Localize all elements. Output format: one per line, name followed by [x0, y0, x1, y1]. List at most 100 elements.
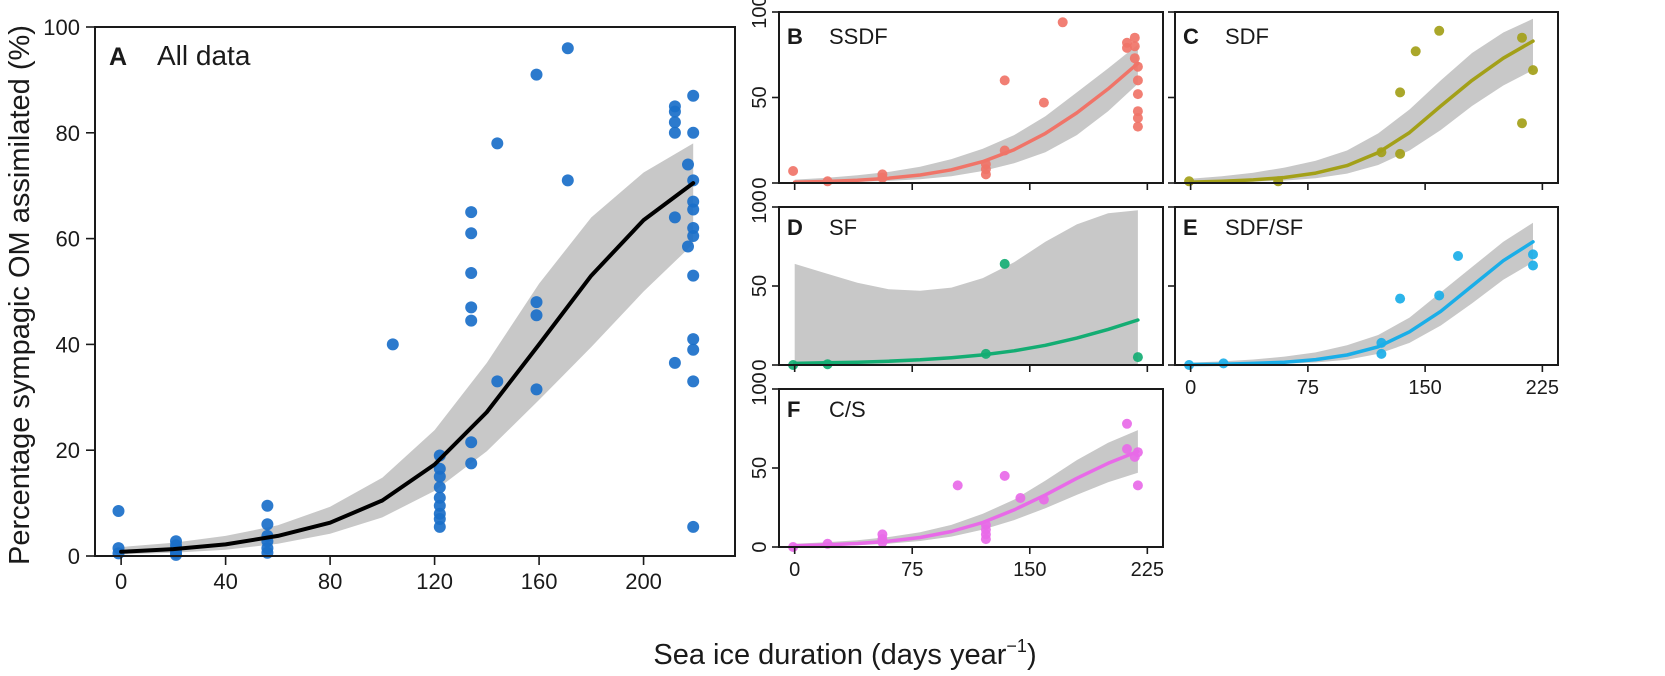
data-point [561, 174, 574, 187]
data-point [1132, 113, 1143, 123]
fit-line [119, 181, 696, 554]
y-tick-label: 50 [749, 457, 771, 479]
panel-a: 0 40 80 120 160 200 0 20 40 60 80 100 A All data [43, 15, 736, 594]
data-point [1434, 290, 1445, 301]
data-point [530, 296, 543, 309]
x-tick-label: 40 [213, 569, 237, 594]
y-tick-label: 40 [56, 332, 80, 357]
x-tick-label: 0 [115, 569, 127, 594]
x-axis-label-close: ) [1027, 639, 1037, 671]
data-point [1132, 480, 1143, 491]
panel-f: 0 75 150 225 0 50 100 F C/S [749, 372, 1164, 581]
data-point [1434, 25, 1445, 36]
panel-letter: D [787, 215, 803, 240]
panel-letter: F [787, 397, 800, 422]
y-axis-label: Percentage sympagic OM assimilated (%) [4, 25, 36, 565]
x-tick-label: 150 [1013, 559, 1046, 581]
x-tick-label: 80 [318, 569, 342, 594]
data-point [465, 206, 478, 219]
y-tick-label: 0 [749, 177, 771, 188]
x-tick-label: 120 [416, 569, 453, 594]
panel-e: 0 75 150 225 E SDF/SF [1168, 206, 1559, 399]
data-point [1122, 418, 1132, 429]
panel-title: C/S [829, 397, 866, 422]
x-tick-label: 200 [625, 569, 662, 594]
data-point [386, 338, 399, 351]
data-point [668, 126, 681, 139]
x-tick-label: 0 [1185, 377, 1196, 399]
data-point [1395, 148, 1406, 159]
data-point [687, 520, 700, 533]
data-point [1129, 41, 1140, 52]
data-point [668, 356, 681, 369]
confidence-band [794, 430, 1138, 547]
data-point [1528, 260, 1538, 271]
data-point [682, 240, 694, 253]
panel-title: SDF [1225, 24, 1269, 49]
panel-letter: A [109, 43, 127, 71]
y-tick-label: 50 [749, 86, 771, 108]
data-point [1038, 97, 1049, 108]
y-tick-label: 50 [749, 275, 771, 297]
data-point [687, 126, 700, 139]
data-point [1528, 249, 1538, 260]
data-point [682, 158, 694, 171]
data-point [465, 314, 478, 327]
x-axis-label: Sea ice duration (days year−1) [653, 636, 1036, 671]
data-point [433, 470, 446, 483]
data-point [999, 258, 1010, 269]
data-point [1395, 293, 1406, 304]
data-point [433, 520, 446, 533]
confidence-band [794, 210, 1138, 365]
data-point [1517, 118, 1527, 129]
data-point [668, 116, 681, 129]
y-tick-label: 100 [749, 0, 771, 29]
x-axis-label-superscript: −1 [1006, 636, 1027, 656]
confidence-band [121, 143, 694, 555]
data-point [1453, 251, 1463, 261]
panels-group: 0 40 80 120 160 200 0 20 40 60 80 100 A All data 0 50 10… [43, 0, 1559, 594]
panel-title: SF [829, 215, 857, 240]
y-tick-label: 100 [749, 372, 771, 405]
fit-line [792, 318, 1140, 366]
data-point [1129, 53, 1140, 64]
x-tick-label: 75 [901, 559, 923, 581]
x-tick-label: 0 [789, 559, 800, 581]
data-point [1132, 352, 1143, 363]
data-point [687, 343, 700, 356]
data-point [170, 548, 182, 561]
data-point [465, 301, 478, 314]
panel-title: SSDF [829, 24, 888, 49]
data-point [687, 230, 700, 242]
data-point [261, 499, 274, 512]
panel-b: 0 50 100 B SSDF [749, 0, 1164, 190]
data-point [999, 75, 1010, 86]
data-point [687, 269, 700, 282]
data-point [433, 481, 446, 494]
data-point [1122, 444, 1132, 454]
y-tick-label: 100 [43, 15, 80, 40]
panel-c: C SDF [1168, 11, 1559, 190]
data-point [788, 166, 799, 176]
data-point [687, 375, 700, 388]
fit-line [1188, 39, 1535, 184]
data-point [530, 68, 543, 81]
data-point [1528, 65, 1538, 76]
data-point [1057, 17, 1068, 28]
data-point [1122, 42, 1132, 53]
data-point [1395, 87, 1406, 98]
data-point [491, 375, 504, 388]
x-tick-label: 225 [1131, 559, 1164, 581]
data-point [1132, 75, 1143, 86]
x-tick-label: 75 [1297, 377, 1319, 399]
fit-line [792, 449, 1140, 548]
data-point [491, 137, 504, 150]
panel-letter: B [787, 24, 803, 49]
confidence-band [1190, 222, 1533, 365]
data-point [668, 211, 681, 224]
y-tick-label: 0 [68, 544, 80, 569]
data-point [465, 227, 478, 240]
data-point [1129, 32, 1140, 43]
data-point [999, 470, 1010, 481]
